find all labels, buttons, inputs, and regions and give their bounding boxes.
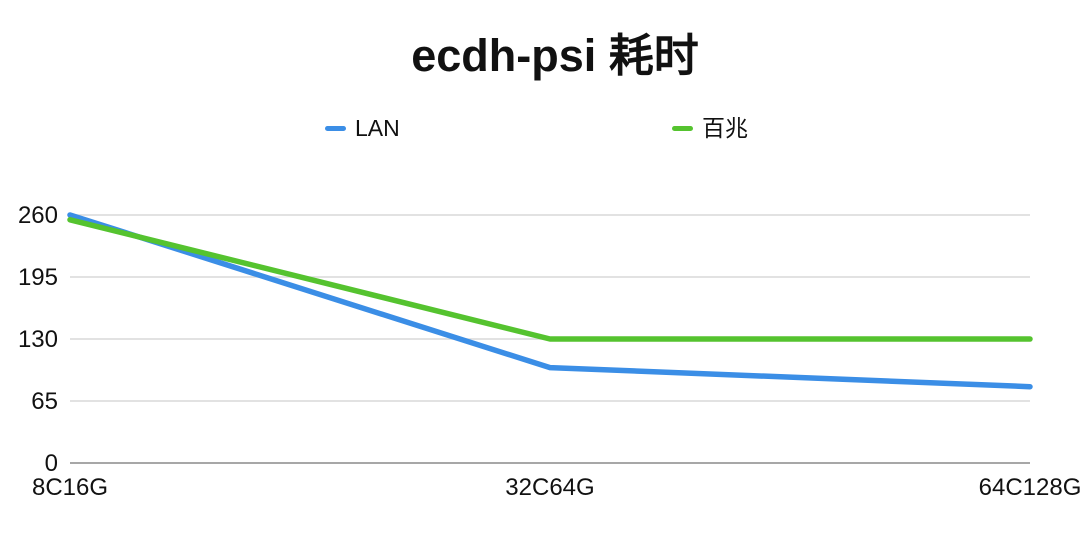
x-tick-label: 64C128G <box>979 474 1080 501</box>
legend-swatch-icon <box>672 125 693 131</box>
y-tick-label: 195 <box>18 264 58 291</box>
series-line-百兆 <box>67 217 1033 342</box>
y-tick-label: 130 <box>18 326 58 353</box>
legend-label: LAN <box>355 114 400 141</box>
legend-item-百兆: 百兆 <box>672 112 748 144</box>
series-line-LAN <box>67 212 1033 390</box>
legend-swatch-icon <box>325 125 346 131</box>
chart-legend: LAN 百兆 <box>0 112 1080 144</box>
y-tick-label: 260 <box>18 202 58 229</box>
x-tick-label: 32C64G <box>505 474 594 501</box>
chart-title: ecdh-psi 耗时 <box>411 30 699 81</box>
legend-item-LAN: LAN <box>325 112 400 144</box>
y-tick-label: 65 <box>31 388 58 415</box>
y-tick-label: 0 <box>45 450 58 477</box>
x-tick-label: 8C16G <box>32 474 108 501</box>
legend-label: 百兆 <box>702 114 748 141</box>
